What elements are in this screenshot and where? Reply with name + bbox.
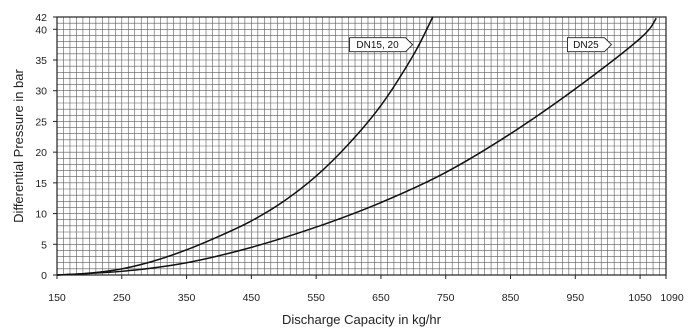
y-tick-label: 5 xyxy=(41,239,47,251)
x-tick-label: 650 xyxy=(372,292,390,304)
y-tick-label: 0 xyxy=(41,270,47,282)
series-layer xyxy=(56,16,657,276)
y-tick-label: 35 xyxy=(35,55,47,67)
series-label-1: DN15, 20 xyxy=(349,37,414,53)
x-tick-label: 950 xyxy=(567,292,585,304)
series-label-box xyxy=(349,37,414,53)
x-tick-label: 150 xyxy=(48,292,66,304)
y-tick-label: 15 xyxy=(35,178,47,190)
x-tick-label: 350 xyxy=(178,292,196,304)
series-line-1 xyxy=(56,16,434,276)
y-tick-label: 40 xyxy=(35,24,47,36)
x-tick-label: 1090 xyxy=(660,292,684,304)
series-label-2: DN25 xyxy=(567,37,613,53)
x-tick-label: 850 xyxy=(502,292,520,304)
y-tick-label: 30 xyxy=(35,86,47,98)
x-axis-title: Discharge Capacity in kg/hr xyxy=(282,312,442,327)
series-line-2 xyxy=(56,17,657,276)
series-label-text: DN15, 20 xyxy=(356,40,399,51)
y-tick-label: 25 xyxy=(35,116,47,128)
series-labels: DN15, 20 DN25 xyxy=(349,37,613,53)
x-tick-label: 550 xyxy=(307,292,325,304)
x-tick-label: 1050 xyxy=(628,292,652,304)
x-tick-label: 250 xyxy=(113,292,131,304)
y-axis-title: Differential Pressure in bar xyxy=(11,69,26,223)
plot-frame xyxy=(56,16,667,276)
y-tick-label: 42 xyxy=(35,12,47,24)
y-tick-label: 10 xyxy=(35,209,47,221)
grid xyxy=(57,17,666,275)
series-label-box xyxy=(567,37,613,53)
x-tick-label: 750 xyxy=(437,292,455,304)
series-label-text: DN25 xyxy=(573,40,599,51)
y-tick-label: 20 xyxy=(35,147,47,159)
x-tick-label: 450 xyxy=(243,292,261,304)
x-axis-ticks: 150 250 350 450 550 650 750 850 950 1050 1090 xyxy=(48,275,684,304)
